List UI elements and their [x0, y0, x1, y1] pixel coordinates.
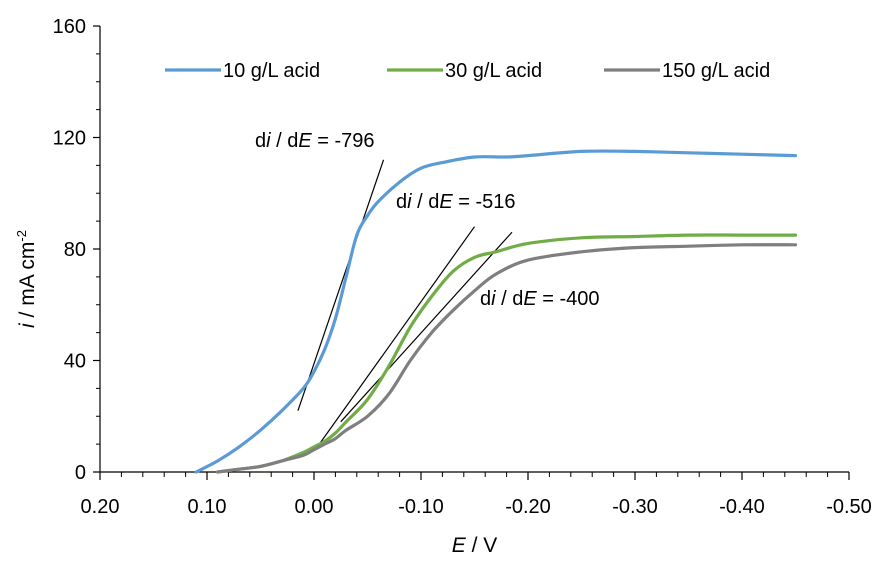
series-line-3: [216, 243, 798, 474]
x-tick-label: -0.50: [826, 496, 872, 518]
tangent-line: [340, 231, 513, 423]
x-tick-label: 0.00: [295, 496, 334, 518]
tangent-line: [297, 159, 385, 411]
x-tick-label: -0.10: [398, 496, 444, 518]
y-tick-label: 160: [53, 16, 86, 38]
y-axis-title: i / mA cm-2: [14, 230, 39, 328]
series-lines: [194, 149, 798, 474]
slope-annotation: di / dE = -516: [396, 191, 516, 213]
y-tick-label: 0: [75, 462, 86, 484]
series-line-2: [216, 233, 798, 474]
x-tick-label: 0.10: [188, 496, 227, 518]
axes: 0 40 80 120 160 0.20 0.10 0.00 -0.10 -0.20 -0.30 -0…: [14, 16, 872, 557]
legend: 10 g/L acid 30 g/L acid 150 g/L acid: [165, 60, 770, 82]
tangent-line: [318, 226, 475, 445]
x-tick-label: -0.40: [719, 496, 765, 518]
tangent-lines: [297, 159, 513, 445]
annotations: di / dE = -796 di / dE = -516 di / dE = -4…: [255, 130, 600, 310]
legend-label: 150 g/L acid: [662, 60, 770, 82]
x-axis-title: E / V: [452, 534, 498, 557]
slope-annotation: di / dE = -796: [255, 130, 375, 152]
y-tick-label: 80: [64, 239, 86, 261]
slope-annotation: di / dE = -400: [480, 288, 600, 310]
legend-label: 10 g/L acid: [223, 60, 320, 82]
x-tick-label: -0.20: [505, 496, 551, 518]
series-line-1: [194, 149, 798, 474]
legend-label: 30 g/L acid: [445, 60, 542, 82]
x-tick-label: 0.20: [81, 496, 120, 518]
y-tick-label: 120: [53, 128, 86, 150]
x-tick-label: -0.30: [612, 496, 658, 518]
y-tick-label: 40: [64, 351, 86, 373]
